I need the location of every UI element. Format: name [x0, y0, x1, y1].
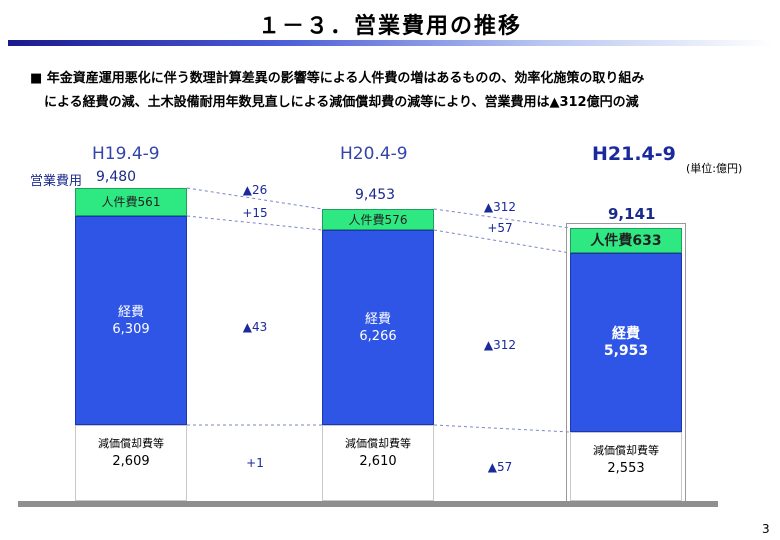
page-title: １－３．営業費用の推移	[257, 14, 522, 39]
change-labor-2: +57	[487, 221, 513, 235]
total-value-1: 9,480	[96, 169, 137, 185]
bar-3-expense: 経費 5,953	[570, 253, 682, 432]
connector-labor-2	[433, 229, 571, 254]
total-value-3: 9,141	[608, 205, 656, 223]
change-labor-1: +15	[242, 206, 268, 220]
operating-expense-label: 営業費用	[30, 174, 83, 189]
bar-1-depreciation-name: 減価償却費等	[98, 437, 164, 450]
change-depreciation-1: +1	[246, 456, 264, 470]
change-expense-2: ▲312	[483, 338, 517, 352]
bar-2-expense: 経費 6,266	[322, 230, 434, 425]
bar-2-expense-name: 経費	[364, 311, 391, 327]
bar-3-depreciation-name: 減価償却費等	[593, 444, 659, 457]
connector-top-1	[186, 187, 323, 210]
change-depreciation-2: ▲57	[487, 460, 513, 474]
bar-1-expense-value: 6,309	[112, 321, 150, 337]
bar-1-labor: 人件費561	[75, 188, 187, 216]
bar-1-depreciation-value: 2,609	[112, 454, 150, 469]
total-value-2: 9,453	[355, 187, 396, 203]
bar-3-depreciation-value: 2,553	[607, 461, 645, 476]
period-label-2: H20.4-9	[340, 144, 408, 164]
bar-1-depreciation: 減価償却費等 2,609	[75, 425, 187, 501]
bar-2-depreciation-value: 2,610	[359, 454, 397, 469]
change-total-1: ▲26	[242, 183, 268, 197]
connector-dep-2	[433, 424, 571, 433]
summary-text: ■ 年金資産運用悪化に伴う数理計算差異の影響等による人件費の増はあるものの、効率…	[30, 67, 770, 115]
chart-baseline	[18, 501, 718, 507]
bar-2-depreciation: 減価償却費等 2,610	[322, 425, 434, 501]
bar-2-expense-value: 6,266	[359, 328, 397, 344]
change-expense-1: ▲43	[242, 320, 268, 334]
title-underline	[8, 40, 772, 46]
bar-3-labor: 人件費633	[570, 228, 682, 253]
page-number: 3	[762, 522, 770, 536]
period-label-3: H21.4-9	[592, 143, 676, 165]
period-label-1: H19.4-9	[92, 144, 160, 164]
bar-3-expense-name: 経費	[612, 325, 640, 342]
connector-top-2	[433, 208, 571, 229]
summary-line-2: による経費の減、土木設備耐用年数見直しによる減価償却費の減等により、営業費用は▲…	[44, 95, 639, 110]
bar-3-expense-value: 5,953	[603, 342, 649, 359]
summary-line-1: ■ 年金資産運用悪化に伴う数理計算差異の影響等による人件費の増はあるものの、効率…	[30, 71, 645, 86]
bar-1-expense-name: 経費	[117, 304, 144, 320]
bar-2-labor: 人件費576	[322, 209, 434, 230]
change-total-2: ▲312	[483, 200, 517, 214]
connector-labor-1	[186, 215, 323, 231]
unit-label: (単位:億円)	[686, 162, 743, 175]
bar-2-depreciation-name: 減価償却費等	[345, 437, 411, 450]
bar-3-depreciation: 減価償却費等 2,553	[570, 432, 682, 501]
bar-1-expense: 経費 6,309	[75, 216, 187, 425]
